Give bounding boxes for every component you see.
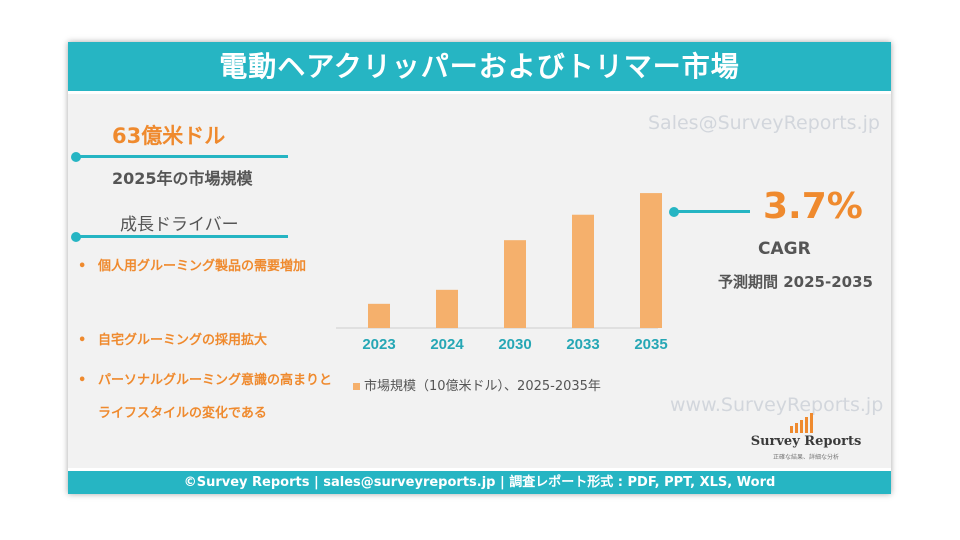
x-tick-label: 2035 bbox=[634, 336, 667, 353]
logo-tagline: 正確な結果、詳細な分析 bbox=[772, 454, 839, 461]
page-title: 電動ヘアクリッパーおよびトリマー市場 bbox=[219, 50, 740, 83]
x-tick-label: 2024 bbox=[430, 336, 464, 353]
footer-text: ©Survey Reports | sales@surveyreports.jp… bbox=[183, 475, 776, 490]
bullet-icon: • bbox=[78, 333, 87, 348]
forecast-period: 予測期間 2025-2035 bbox=[718, 273, 873, 291]
driver-text: 個人用グルーミング製品の需要増加 bbox=[98, 259, 307, 274]
x-tick-label: 2033 bbox=[566, 336, 599, 353]
market-size-label: 2025年の市場規模 bbox=[112, 169, 253, 188]
footer-banner: ©Survey Reports | sales@surveyreports.jp… bbox=[68, 468, 891, 494]
cagr-label: CAGR bbox=[758, 239, 811, 259]
legend-swatch bbox=[353, 383, 360, 390]
legend-label: 市場規模（10億米ドル）、2025-2035年 bbox=[364, 379, 601, 394]
growth-drivers-title: 成長ドライバー bbox=[120, 215, 239, 235]
driver-text: パーソナルグルーミング意識の高まりとライフスタイルの変化である bbox=[98, 373, 333, 421]
driver-text: 自宅グルーミングの採用拡大 bbox=[98, 333, 268, 348]
market-size-line bbox=[76, 155, 288, 158]
bar-2030 bbox=[504, 240, 526, 328]
infographic-card: 電動ヘアクリッパーおよびトリマー市場 Sales@SurveyReports.j… bbox=[68, 42, 891, 494]
logo-text: Survey Reports bbox=[750, 434, 862, 449]
driver-item: • パーソナルグルーミング意識の高まりとライフスタイルの変化である bbox=[78, 364, 340, 430]
bar-2035 bbox=[640, 193, 662, 328]
x-tick-label: 2030 bbox=[498, 336, 531, 353]
bar-2033 bbox=[572, 214, 594, 328]
watermark-email: Sales@SurveyReports.jp bbox=[648, 112, 880, 134]
logo-bars-icon bbox=[790, 413, 813, 433]
bullet-icon: • bbox=[78, 373, 87, 388]
chart-legend: 市場規模（10億米ドル）、2025-2035年 bbox=[353, 375, 601, 394]
survey-reports-logo: Survey Reports 正確な結果、詳細な分析 bbox=[746, 412, 866, 462]
bar-2024 bbox=[436, 289, 458, 328]
bar-chart: 2023 2024 2030 2033 2035 bbox=[336, 193, 668, 353]
cagr-line bbox=[674, 210, 750, 213]
cagr-value: 3.7% bbox=[763, 186, 863, 227]
driver-item: • 個人用グルーミング製品の需要増加 bbox=[78, 250, 340, 283]
driver-item: • 自宅グルーミングの採用拡大 bbox=[78, 324, 340, 357]
header-banner: 電動ヘアクリッパーおよびトリマー市場 bbox=[68, 42, 891, 94]
x-tick-label: 2023 bbox=[362, 336, 395, 353]
bar-2023 bbox=[368, 303, 390, 328]
bullet-icon: • bbox=[78, 259, 87, 274]
growth-drivers-line bbox=[76, 235, 288, 238]
watermark-url: www.SurveyReports.jp bbox=[670, 394, 884, 416]
market-size-value: 63億米ドル bbox=[112, 124, 226, 148]
